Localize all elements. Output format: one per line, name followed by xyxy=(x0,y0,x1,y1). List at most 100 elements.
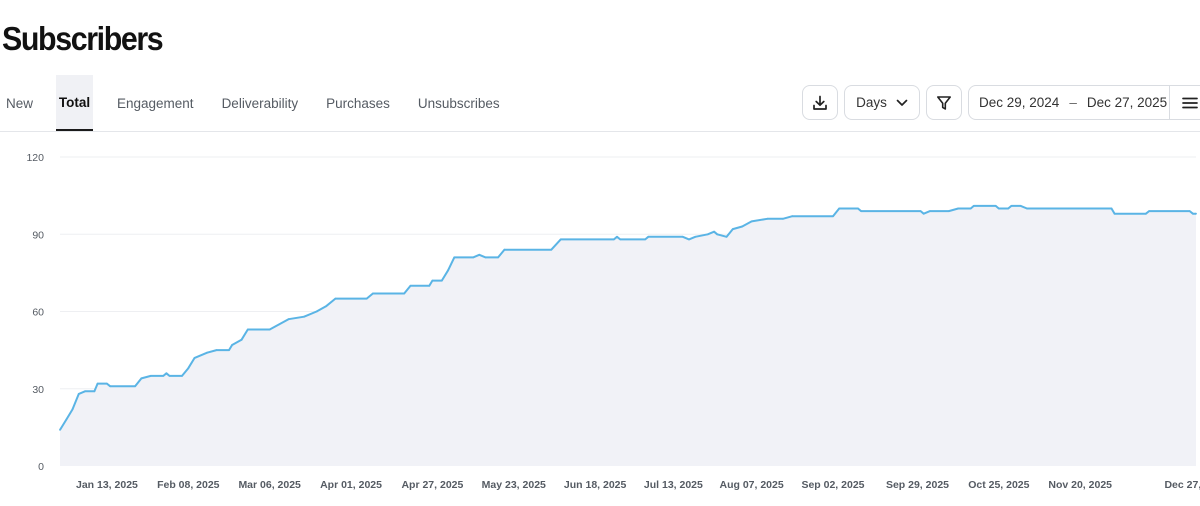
data-point xyxy=(215,349,218,351)
x-tick-label: Feb 08, 2025 xyxy=(157,479,220,491)
data-point xyxy=(860,210,862,212)
x-tick-label: Apr 01, 2025 xyxy=(320,479,382,491)
data-point xyxy=(1010,205,1013,207)
data-point xyxy=(741,225,744,228)
data-point xyxy=(1192,212,1194,215)
x-tick-label: Jul 13, 2025 xyxy=(644,479,703,491)
data-point xyxy=(303,315,305,318)
date-range-end: Dec 27, 2025 xyxy=(1086,95,1168,110)
data-point xyxy=(84,390,86,393)
data-point xyxy=(972,205,975,207)
data-point xyxy=(947,210,950,212)
data-point xyxy=(919,210,922,212)
data-point xyxy=(472,256,474,259)
data-point xyxy=(428,284,431,287)
data-point xyxy=(1110,207,1113,210)
data-point xyxy=(453,256,456,259)
date-range-picker[interactable]: Dec 29, 2024 – Dec 27, 2025 xyxy=(968,85,1200,120)
data-point xyxy=(96,382,99,385)
y-axis-ticks: 0 30 60 90 120 xyxy=(26,152,44,473)
data-point xyxy=(65,418,68,421)
data-point xyxy=(782,217,784,220)
subscribers-chart: 0 30 60 90 120 Jan 13, 2025 Feb 08, 2025 Mar 0… xyxy=(26,152,1200,491)
data-point xyxy=(713,230,715,233)
x-tick-label: Jan 13, 2025 xyxy=(76,479,138,491)
tab-deliverability[interactable]: Deliverability xyxy=(221,95,299,111)
y-tick-label: 120 xyxy=(26,152,44,164)
tab-engagement[interactable]: Engagement xyxy=(117,95,194,111)
x-tick-label: May 23, 2025 xyxy=(482,479,546,491)
data-point xyxy=(1026,207,1028,210)
x-tick-label: Sep 29, 2025 xyxy=(886,479,949,491)
date-range-start: Dec 29, 2024 xyxy=(979,95,1060,110)
data-point xyxy=(503,248,506,251)
data-point xyxy=(725,235,728,238)
data-point xyxy=(162,375,165,377)
data-point xyxy=(228,349,230,351)
data-point xyxy=(647,235,650,238)
data-point xyxy=(681,235,684,238)
x-axis-ticks: Jan 13, 2025 Feb 08, 2025 Mar 06, 2025 Apr … xyxy=(76,479,1200,491)
page-title: Subscribers xyxy=(2,20,164,57)
data-point xyxy=(694,235,697,238)
data-point xyxy=(334,297,337,300)
tab-unsubscribes[interactable]: Unsubscribes xyxy=(417,95,500,111)
download-button[interactable] xyxy=(802,85,838,120)
data-point xyxy=(71,408,74,411)
header-divider xyxy=(0,131,1200,132)
granularity-value: Days xyxy=(856,95,887,110)
series-area xyxy=(60,205,1196,466)
data-point xyxy=(478,253,481,256)
data-point xyxy=(644,238,647,241)
data-point xyxy=(957,207,960,210)
data-point xyxy=(206,351,209,354)
x-tick-label: Mar 06, 2025 xyxy=(238,479,301,491)
data-point xyxy=(716,233,719,236)
filter-button[interactable] xyxy=(926,85,962,120)
granularity-select[interactable]: Days xyxy=(844,85,920,120)
x-tick-label: Apr 27, 2025 xyxy=(401,479,463,491)
data-point xyxy=(832,215,834,218)
data-point xyxy=(240,338,243,341)
data-point xyxy=(93,390,96,393)
data-point xyxy=(372,292,374,295)
data-point xyxy=(616,235,618,238)
data-point xyxy=(969,207,972,210)
data-point xyxy=(287,318,290,321)
y-tick-label: 0 xyxy=(38,461,44,473)
data-point xyxy=(791,215,794,218)
data-point xyxy=(857,207,859,210)
data-point xyxy=(750,220,753,223)
data-point xyxy=(431,279,434,282)
data-point xyxy=(278,323,280,326)
tab-total[interactable]: Total xyxy=(56,75,93,131)
tab-new[interactable]: New xyxy=(6,95,34,111)
data-point xyxy=(168,375,171,377)
data-point xyxy=(409,284,412,287)
data-point xyxy=(403,292,406,295)
data-point xyxy=(929,210,931,212)
data-point xyxy=(922,212,925,215)
data-point xyxy=(706,233,709,236)
data-point xyxy=(497,256,499,259)
data-point xyxy=(731,228,734,230)
x-tick-label: Nov 20, 2025 xyxy=(1048,479,1112,491)
chart-menu-button[interactable] xyxy=(1169,85,1200,120)
data-point xyxy=(1145,212,1147,215)
data-point xyxy=(106,382,108,385)
data-point xyxy=(59,429,61,431)
x-tick-label: Jun 18, 2025 xyxy=(564,479,627,491)
data-point xyxy=(365,297,368,300)
data-point xyxy=(550,248,553,251)
data-point xyxy=(1019,205,1022,207)
x-tick-label: Oct 25, 2025 xyxy=(968,479,1029,491)
x-tick-label: Aug 07, 2025 xyxy=(720,479,784,491)
y-tick-label: 30 xyxy=(32,384,44,396)
data-point xyxy=(766,217,769,220)
data-point xyxy=(997,207,1000,210)
data-point xyxy=(1113,212,1116,215)
tab-purchases[interactable]: Purchases xyxy=(326,95,390,111)
data-point xyxy=(1195,212,1197,215)
chevron-down-icon xyxy=(896,99,908,106)
data-point xyxy=(77,393,80,395)
